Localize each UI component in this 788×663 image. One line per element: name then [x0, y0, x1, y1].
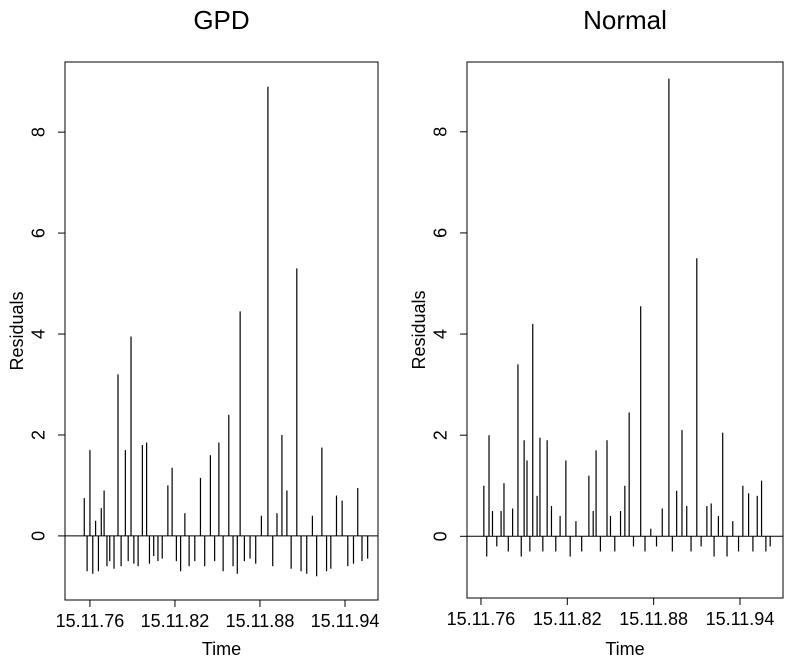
y-tick-label: 4 [29, 329, 49, 339]
x-tick-label: 15.11.94 [311, 611, 380, 631]
x-tick-label: 15.11.82 [141, 611, 210, 631]
x-axis-label: Time [202, 639, 241, 659]
y-axis-label: Residuals [409, 290, 429, 369]
x-tick-label: 15.11.88 [619, 609, 688, 629]
y-tick-label: 0 [29, 531, 49, 541]
y-axis-label: Residuals [7, 291, 27, 370]
y-tick-label: 2 [29, 430, 49, 440]
x-tick-label: 15.11.82 [533, 609, 602, 629]
y-tick-label: 6 [29, 228, 49, 238]
x-axis-label: Time [605, 639, 644, 659]
y-tick-label: 6 [431, 228, 451, 238]
plot-frame [64, 61, 379, 601]
y-tick-label: 0 [431, 531, 451, 541]
plot-frame [466, 61, 784, 599]
x-tick-label: 15.11.76 [56, 611, 125, 631]
x-tick-label: 15.11.88 [226, 611, 295, 631]
chart-title: GPD [193, 5, 249, 35]
y-tick-label: 8 [431, 127, 451, 137]
x-tick-label: 15.11.94 [706, 609, 775, 629]
y-tick-label: 8 [29, 127, 49, 137]
chart-title: Normal [583, 5, 667, 35]
x-tick-label: 15.11.76 [447, 609, 516, 629]
y-tick-label: 2 [431, 430, 451, 440]
y-tick-label: 4 [431, 329, 451, 339]
